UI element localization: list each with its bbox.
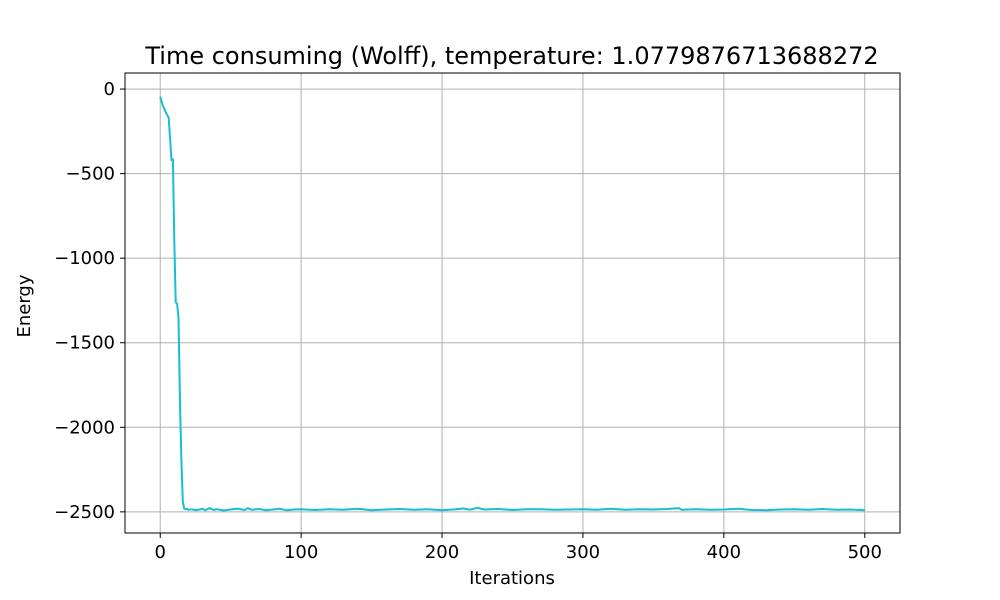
x-tick-label: 200 bbox=[425, 542, 459, 563]
grid-lines bbox=[125, 73, 900, 533]
chart-title: Time consuming (Wolff), temperature: 1.0… bbox=[144, 42, 878, 70]
energy-series-line bbox=[159, 96, 865, 512]
x-axis-label: Iterations bbox=[469, 568, 555, 589]
y-tick-label: −1500 bbox=[54, 333, 115, 354]
y-tick-label: −2500 bbox=[54, 502, 115, 523]
x-tick-label: 100 bbox=[284, 542, 318, 563]
y-tick-label: 0 bbox=[104, 79, 115, 100]
axis-ticks: 0 100 200 300 400 500 0 −500 −1000 −1500 −2000 −250… bbox=[54, 79, 882, 563]
plot-frame bbox=[124, 72, 901, 534]
x-tick-label: 300 bbox=[566, 542, 600, 563]
x-tick-label: 500 bbox=[848, 542, 882, 563]
x-tick-label: 0 bbox=[155, 542, 166, 563]
y-axis-label: Energy bbox=[14, 274, 35, 337]
y-tick-label: −500 bbox=[66, 164, 115, 185]
y-tick-label: −2000 bbox=[54, 417, 115, 438]
x-tick-label: 400 bbox=[707, 542, 741, 563]
y-tick-label: −1000 bbox=[54, 248, 115, 269]
series-group bbox=[159, 96, 865, 512]
